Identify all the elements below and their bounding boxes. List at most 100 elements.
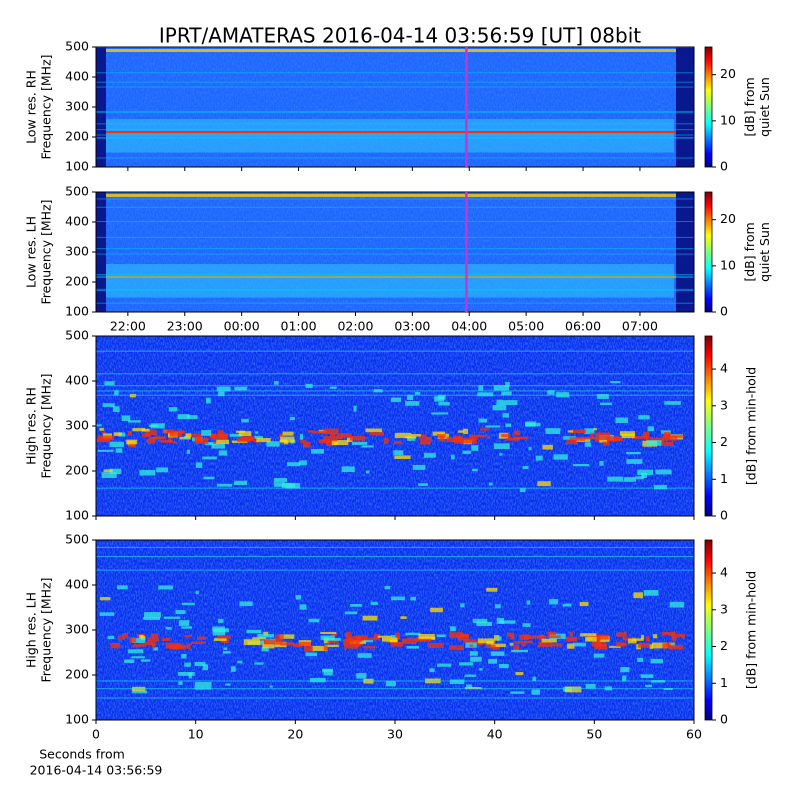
burst bbox=[377, 635, 392, 638]
y-tick-label: 200 bbox=[65, 129, 89, 144]
burst bbox=[307, 430, 314, 433]
burst bbox=[114, 390, 119, 396]
burst bbox=[585, 637, 597, 642]
top-line bbox=[106, 194, 694, 197]
burst bbox=[490, 643, 506, 647]
colorbar-label: [dB] from min-hold bbox=[744, 571, 759, 689]
burst bbox=[153, 647, 158, 651]
burst bbox=[331, 632, 337, 636]
burst bbox=[162, 637, 171, 642]
burst bbox=[305, 652, 318, 657]
burst bbox=[436, 663, 452, 667]
burst bbox=[501, 433, 511, 438]
burst bbox=[370, 601, 378, 605]
burst bbox=[311, 449, 324, 454]
x-tick-label: 30 bbox=[387, 727, 403, 742]
x-tick-label: 22:00 bbox=[110, 319, 146, 334]
burst bbox=[102, 403, 115, 407]
burst bbox=[369, 432, 384, 436]
x-tick-label: 40 bbox=[487, 727, 503, 742]
burst bbox=[610, 381, 621, 384]
burst bbox=[178, 620, 190, 626]
burst bbox=[365, 428, 383, 433]
colorbar-tick-label: 2 bbox=[720, 638, 728, 653]
edge-left bbox=[96, 47, 106, 167]
burst bbox=[531, 689, 541, 695]
burst bbox=[280, 642, 294, 646]
burst bbox=[584, 436, 601, 440]
burst bbox=[563, 436, 576, 440]
colorbar bbox=[704, 539, 713, 721]
burst bbox=[414, 392, 421, 395]
y-tick-label: 400 bbox=[65, 577, 89, 592]
burst bbox=[547, 390, 555, 395]
y-tick-label: 100 bbox=[65, 304, 89, 319]
burst bbox=[184, 662, 191, 667]
burst bbox=[566, 643, 575, 649]
burst bbox=[584, 442, 591, 447]
burst bbox=[230, 666, 236, 672]
burst bbox=[217, 483, 233, 487]
colorbar-tick-label: 0 bbox=[720, 159, 728, 174]
burst bbox=[289, 416, 295, 421]
burst bbox=[194, 681, 212, 686]
burst bbox=[486, 436, 490, 439]
burst bbox=[616, 632, 627, 637]
burst bbox=[637, 657, 644, 662]
burst bbox=[107, 635, 115, 639]
burst bbox=[669, 601, 685, 608]
burst bbox=[144, 612, 161, 618]
burst bbox=[343, 643, 359, 649]
burst bbox=[237, 437, 251, 443]
burst bbox=[505, 382, 510, 387]
burst bbox=[395, 632, 400, 639]
burst bbox=[275, 634, 284, 641]
burst bbox=[438, 401, 450, 406]
x-tick-label: 02:00 bbox=[337, 319, 373, 334]
burst bbox=[537, 481, 551, 487]
burst bbox=[514, 641, 526, 644]
burst bbox=[607, 476, 623, 482]
burst bbox=[109, 468, 122, 475]
burst bbox=[309, 677, 326, 683]
streak bbox=[96, 390, 694, 392]
burst bbox=[299, 641, 311, 646]
burst bbox=[599, 461, 604, 466]
burst bbox=[282, 431, 294, 436]
burst bbox=[594, 437, 602, 442]
burst bbox=[651, 642, 668, 649]
burst bbox=[488, 482, 493, 486]
burst bbox=[266, 441, 280, 447]
burst bbox=[405, 436, 417, 439]
colorbar-tick-label: 20 bbox=[720, 66, 736, 81]
burst bbox=[140, 659, 151, 662]
spectrogram-image bbox=[96, 336, 694, 516]
burst bbox=[363, 640, 373, 643]
burst bbox=[463, 639, 477, 643]
burst bbox=[318, 439, 330, 444]
burst bbox=[623, 477, 636, 482]
burst bbox=[439, 435, 445, 442]
burst bbox=[262, 644, 275, 649]
burst bbox=[203, 476, 215, 480]
burst bbox=[645, 684, 653, 688]
burst bbox=[102, 431, 107, 434]
burst bbox=[216, 439, 230, 445]
streak bbox=[96, 137, 694, 139]
y-axis-label: Frequency [MHz] bbox=[39, 199, 54, 304]
burst bbox=[494, 635, 500, 641]
burst bbox=[165, 626, 172, 630]
burst bbox=[551, 643, 563, 647]
colorbar-tick-label: 3 bbox=[720, 397, 728, 412]
burst bbox=[121, 415, 131, 422]
burst bbox=[662, 435, 678, 441]
title: IPRT/AMATERAS 2016-04-14 03:56:59 [UT] 0… bbox=[159, 24, 641, 48]
streak bbox=[96, 129, 694, 131]
burst bbox=[390, 641, 403, 647]
burst bbox=[109, 441, 124, 448]
colorbar-label: [dB] from bbox=[742, 222, 757, 281]
burst bbox=[299, 433, 304, 440]
burst bbox=[631, 435, 648, 439]
burst bbox=[628, 638, 637, 644]
burst bbox=[547, 635, 561, 639]
